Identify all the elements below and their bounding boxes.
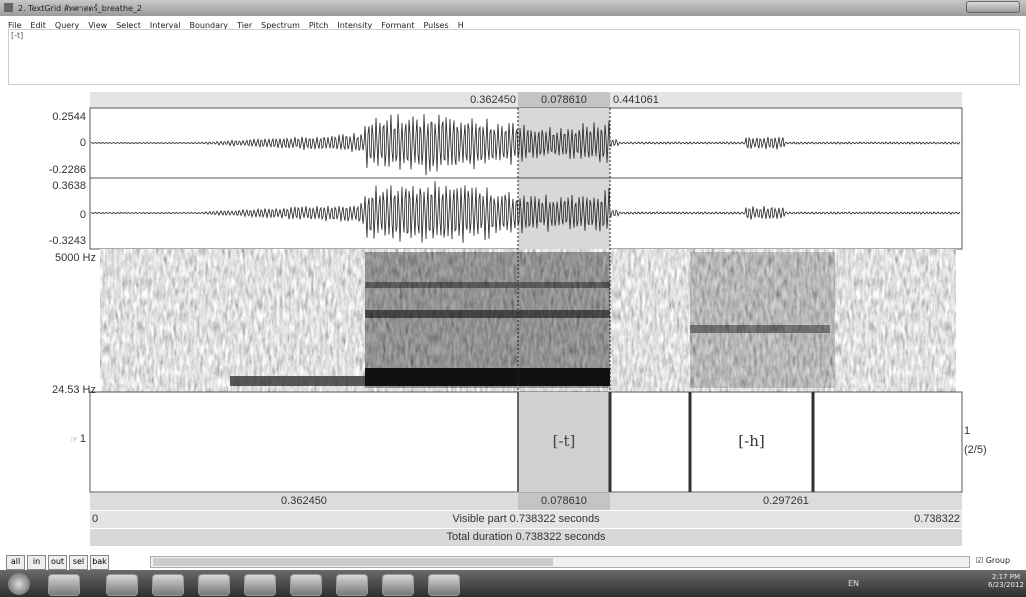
duration: 0.078610 — [518, 495, 610, 507]
time: 2:17 PM — [988, 573, 1024, 581]
formant-band — [365, 310, 610, 318]
ch2-max: 0.3638 — [10, 180, 86, 192]
spectrogram-min: 24.53 Hz — [10, 384, 96, 396]
interval-label: [-h] — [690, 432, 813, 450]
taskbar-icon[interactable] — [382, 574, 414, 596]
spectrogram-voicing-bar — [365, 368, 610, 386]
start-button[interactable] — [8, 573, 30, 595]
duration: 0.362450 — [90, 495, 518, 507]
scroll-thumb[interactable] — [153, 558, 553, 566]
taskbar-icon[interactable] — [152, 574, 184, 596]
spectrogram-aspiration — [690, 252, 835, 388]
tier-number: 1 — [80, 433, 86, 445]
formant-band — [365, 282, 610, 288]
ch1-max: 0.2544 — [10, 111, 86, 123]
taskbar-icon[interactable] — [244, 574, 276, 596]
zoom-button[interactable]: sel — [69, 555, 88, 570]
zoom-button[interactable]: out — [48, 555, 67, 570]
tier-right-number: 1 — [964, 425, 970, 437]
spectrogram-voiced — [365, 252, 610, 388]
praat-window: 2. TextGrid สัทศาสตร์_breathe_2 FileEdit… — [0, 0, 1026, 597]
ch2-zero: 0 — [10, 209, 86, 221]
total-label: Total duration 0.738322 seconds — [90, 531, 962, 543]
spectrogram-low-band — [230, 376, 365, 386]
formant-band — [690, 325, 830, 333]
language: EN — [848, 579, 859, 588]
taskbar-icon[interactable] — [106, 574, 138, 596]
group-label: Group — [986, 556, 1010, 565]
duration: 0.297261 — [610, 495, 962, 507]
ch1-zero: 0 — [10, 137, 86, 149]
ch2-min: -0.3243 — [10, 235, 86, 247]
taskbar-icon[interactable] — [336, 574, 368, 596]
spectrogram-max: 5000 Hz — [10, 252, 96, 264]
tier-count: (2/5) — [964, 444, 987, 456]
taskbar-icon[interactable] — [428, 574, 460, 596]
tier-name: ☞ 1 — [50, 433, 86, 445]
taskbar-icon[interactable] — [48, 574, 80, 596]
date: 6/23/2012 — [988, 581, 1024, 589]
group-checkbox[interactable]: ☑ Group — [976, 556, 1010, 565]
zoom-button[interactable]: all — [6, 555, 25, 570]
zoom-button[interactable]: in — [27, 555, 46, 570]
scrollbar[interactable] — [150, 556, 970, 568]
taskbar-icon[interactable] — [290, 574, 322, 596]
interval-label: [-t] — [518, 432, 610, 450]
zoom-button[interactable]: bak — [90, 555, 109, 570]
taskbar-icon[interactable] — [198, 574, 230, 596]
ch1-min: -0.2286 — [10, 164, 86, 176]
visible-end: 0.738322 — [800, 513, 960, 525]
